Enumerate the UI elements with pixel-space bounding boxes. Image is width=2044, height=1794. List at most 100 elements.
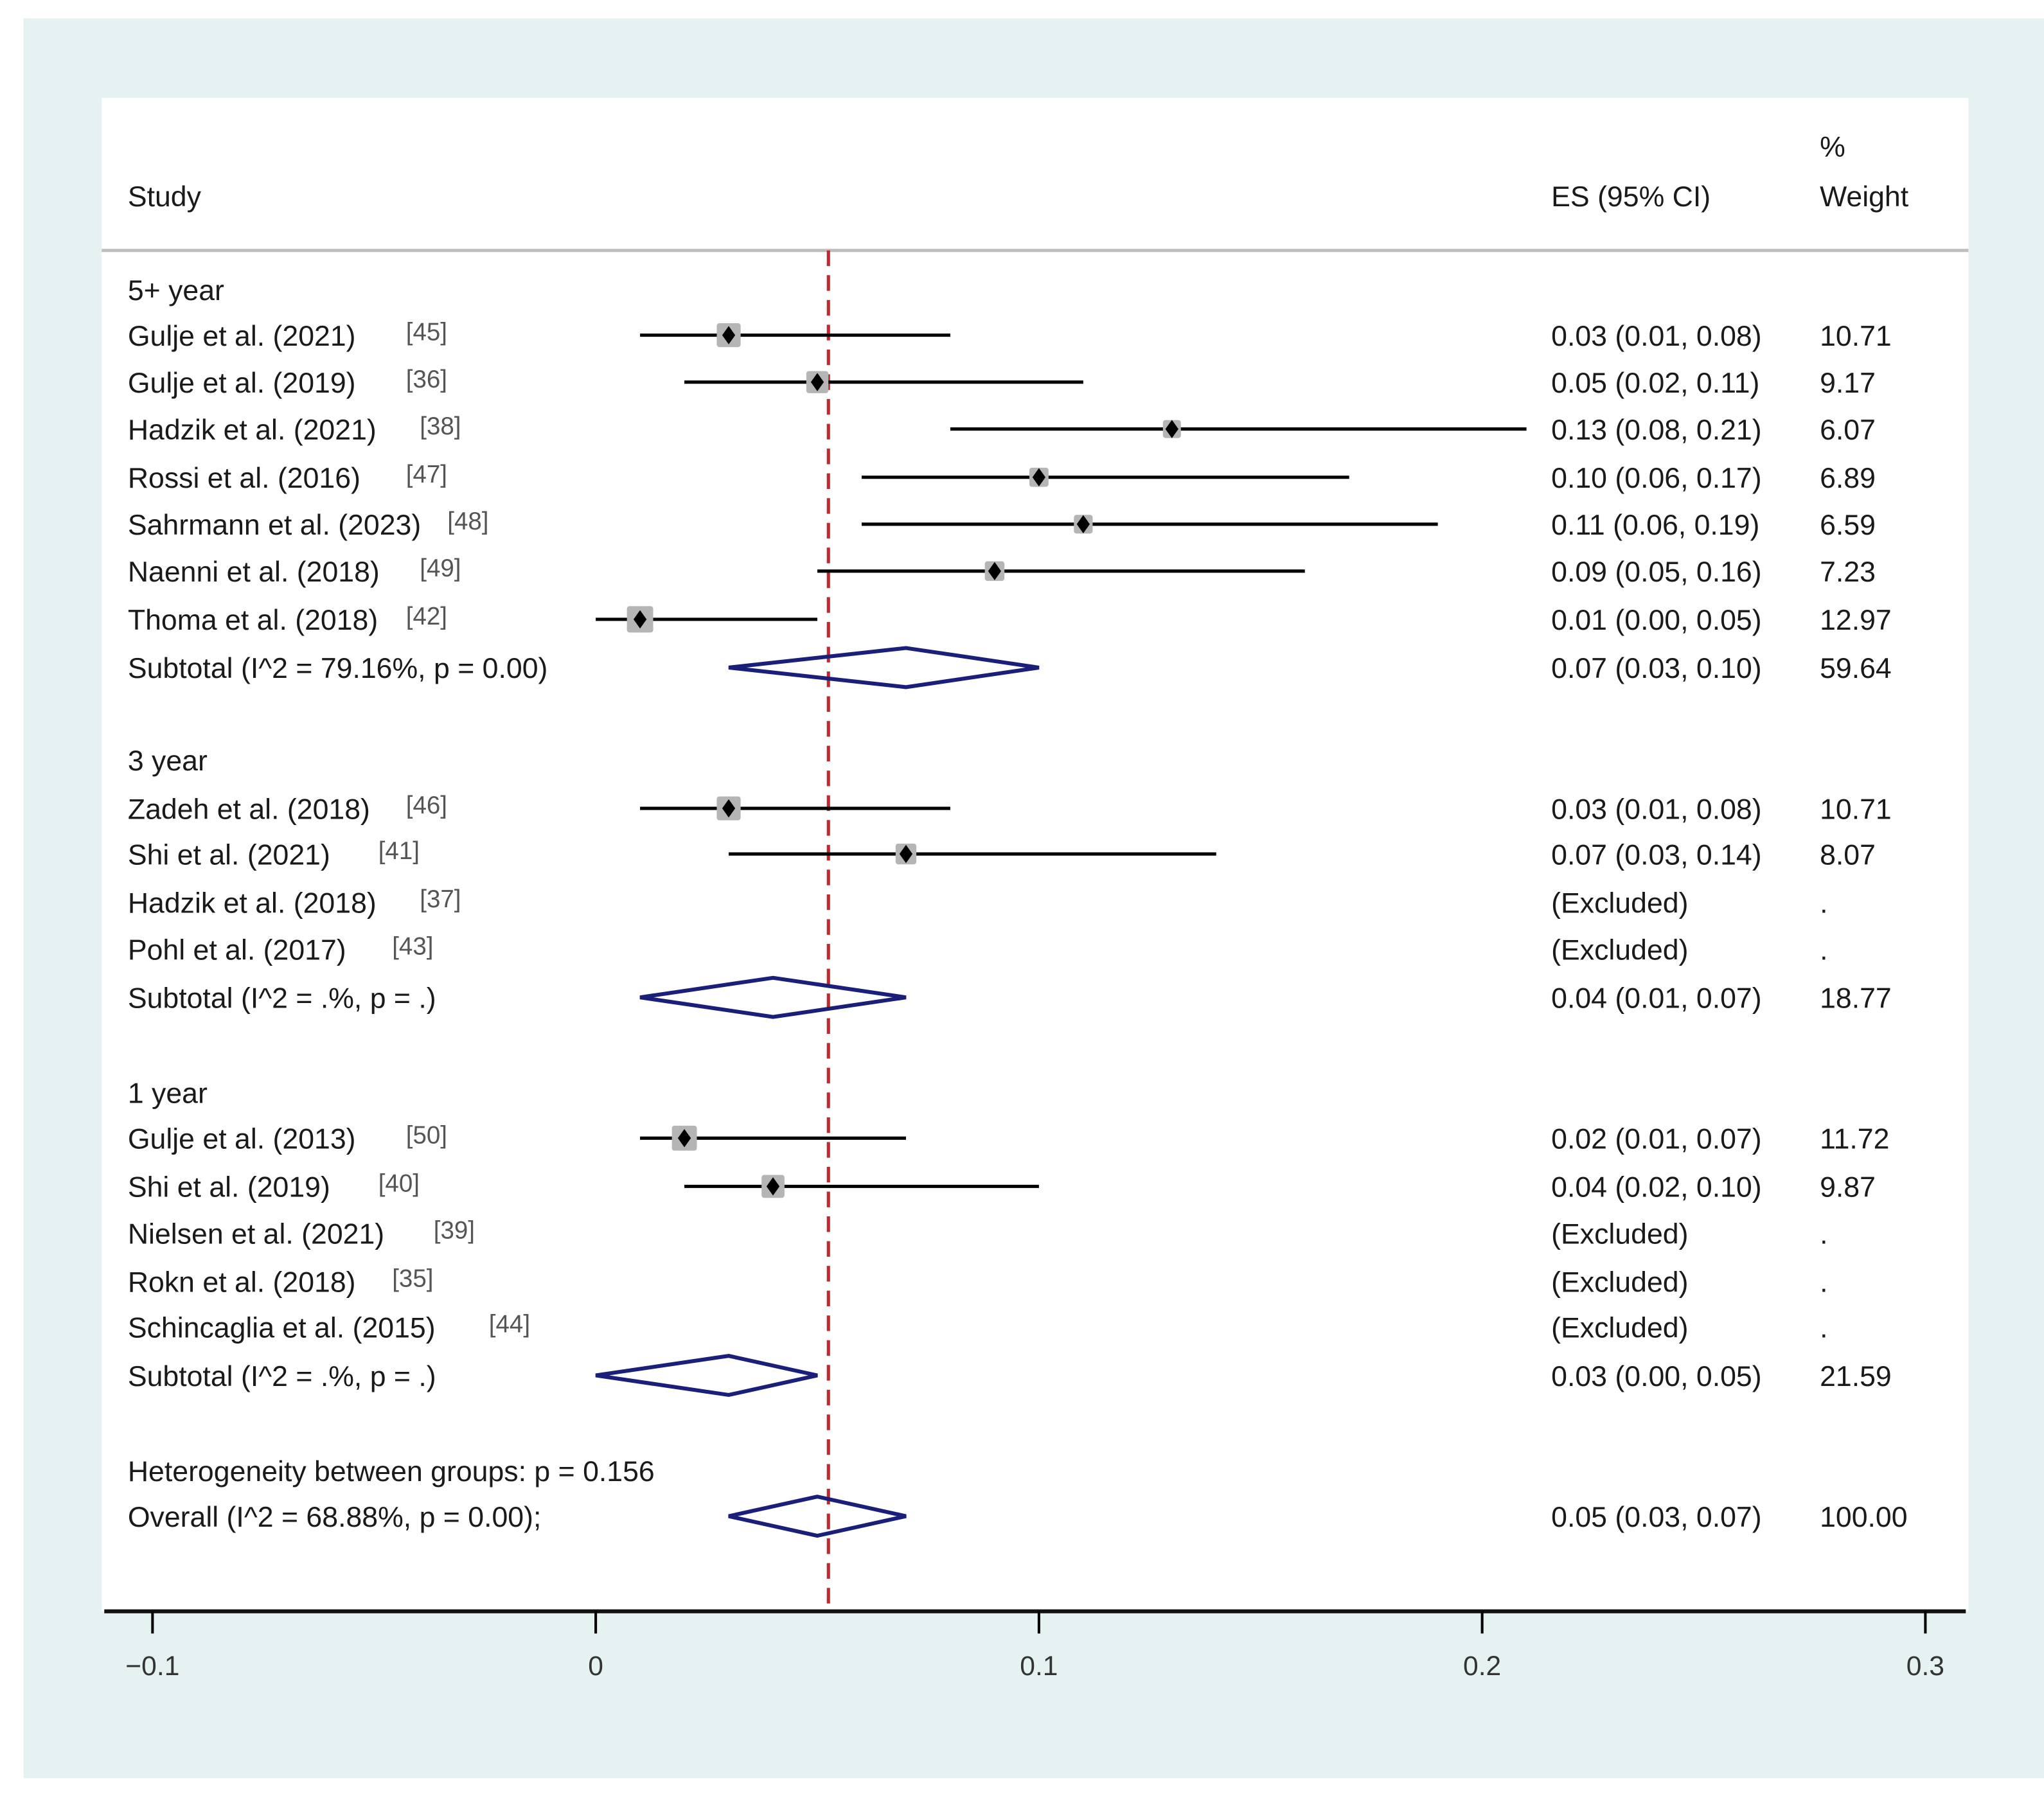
subtotal-diamond (595, 1354, 818, 1398)
study-reference: [49] (420, 555, 461, 582)
study-label: Schincaglia et al. (2015) (128, 1313, 436, 1344)
weight-value: 6.89 (1820, 463, 1876, 494)
es-value: 0.13 (0.08, 0.21) (1551, 414, 1761, 446)
subtotal-diamond (728, 646, 1040, 689)
forest-rows: 5+ year Gulje et al. (2021) [45] 0.03 (0.01… (128, 250, 1908, 1612)
weight-value: 11.72 (1820, 1124, 1889, 1155)
study-reference: [35] (392, 1265, 433, 1293)
study-label: Shi et al. (2021) (128, 839, 330, 871)
es-value: 0.05 (0.02, 0.11) (1551, 368, 1759, 399)
group-heading: 1 year (128, 1078, 208, 1110)
subtotal-label: Subtotal (I^2 = .%, p = .) (128, 982, 436, 1014)
x-axis-ticks: −0.1 0 0.1 0.2 0.3 (125, 1611, 1944, 1682)
es-value: (Excluded) (1551, 1219, 1688, 1250)
study-label: Rossi et al. (2016) (128, 463, 360, 494)
header-study: Study (128, 181, 202, 213)
point-estimate (810, 373, 824, 391)
group-heading: 3 year (128, 745, 208, 777)
subtotal-weight: 59.64 (1820, 653, 1892, 684)
header-weight: Weight (1820, 181, 1909, 213)
study-label: Pohl et al. (2017) (128, 934, 346, 966)
overall-weight: 100.00 (1820, 1502, 1908, 1533)
header-weight-top: % (1820, 132, 1845, 163)
study-reference: [44] (489, 1311, 530, 1338)
es-value: 0.11 (0.06, 0.19) (1551, 510, 1759, 541)
es-value: 0.07 (0.03, 0.14) (1551, 839, 1761, 871)
study-label: Thoma et al. (2018) (128, 605, 378, 636)
subtotal-label: Subtotal (I^2 = 79.16%, p = 0.00) (128, 653, 548, 684)
x-tick-label: 0.1 (1020, 1651, 1058, 1682)
weight-value: 10.71 (1820, 321, 1892, 352)
study-reference: [45] (406, 319, 447, 346)
point-estimate (1165, 420, 1178, 438)
study-label: Zadeh et al. (2018) (128, 794, 370, 825)
header-es: ES (95% CI) (1551, 181, 1711, 213)
es-value: 0.04 (0.02, 0.10) (1551, 1172, 1761, 1203)
subtotal-diamond (639, 975, 907, 1019)
es-value: 0.09 (0.05, 0.16) (1551, 556, 1761, 588)
weight-value: . (1820, 1313, 1827, 1344)
es-value: 0.02 (0.01, 0.07) (1551, 1124, 1761, 1155)
study-reference: [36] (406, 366, 447, 393)
weight-value: 6.59 (1820, 510, 1876, 541)
es-value: (Excluded) (1551, 1313, 1688, 1344)
weight-value: 9.87 (1820, 1172, 1876, 1203)
study-label: Gulje et al. (2013) (128, 1124, 356, 1155)
es-value: (Excluded) (1551, 1267, 1688, 1299)
subtotal-es: 0.07 (0.03, 0.10) (1551, 653, 1761, 684)
study-label: Shi et al. (2019) (128, 1172, 330, 1203)
study-label: Hadzik et al. (2021) (128, 414, 377, 446)
study-reference: [46] (406, 792, 447, 819)
heterogeneity-label: Heterogeneity between groups: p = 0.156 (128, 1456, 655, 1488)
study-label: Gulje et al. (2019) (128, 368, 356, 399)
weight-value: 9.17 (1820, 368, 1876, 399)
study-reference: [50] (406, 1121, 447, 1149)
x-tick-label: −0.1 (125, 1651, 179, 1682)
es-value: 0.10 (0.06, 0.17) (1551, 463, 1761, 494)
es-value: 0.03 (0.01, 0.08) (1551, 794, 1761, 825)
study-label: Naenni et al. (2018) (128, 556, 380, 588)
es-value: 0.03 (0.01, 0.08) (1551, 321, 1761, 352)
weight-value: . (1820, 1267, 1827, 1299)
study-reference: [39] (434, 1217, 475, 1245)
point-estimate (722, 799, 736, 818)
study-label: Nielsen et al. (2021) (128, 1219, 384, 1250)
subtotal-weight: 21.59 (1820, 1361, 1892, 1392)
point-estimate (988, 562, 1002, 581)
overall-label: Overall (I^2 = 68.88%, p = 0.00); (128, 1502, 542, 1533)
overall-es: 0.05 (0.03, 0.07) (1551, 1502, 1761, 1533)
weight-value: 7.23 (1820, 556, 1876, 588)
subtotal-weight: 18.77 (1820, 982, 1892, 1014)
x-tick-label: 0.3 (1906, 1651, 1944, 1682)
es-value: (Excluded) (1551, 887, 1688, 919)
point-estimate (899, 844, 913, 864)
study-reference: [42] (406, 603, 447, 630)
study-reference: [40] (378, 1169, 420, 1197)
es-value: 0.01 (0.00, 0.05) (1551, 605, 1761, 636)
point-estimate (1076, 515, 1090, 533)
weight-value: . (1820, 887, 1827, 919)
weight-value: 10.71 (1820, 794, 1892, 825)
study-reference: [38] (420, 413, 461, 440)
study-label: Rokn et al. (2018) (128, 1267, 356, 1299)
point-estimate (677, 1129, 691, 1148)
es-value: (Excluded) (1551, 934, 1688, 966)
subtotal-label: Subtotal (I^2 = .%, p = .) (128, 1361, 436, 1392)
study-reference: [48] (447, 508, 488, 535)
weight-value: . (1820, 1219, 1827, 1250)
study-label: Gulje et al. (2021) (128, 321, 356, 352)
x-tick-label: 0.2 (1463, 1651, 1501, 1682)
point-estimate (766, 1177, 780, 1196)
overall-diamond (728, 1495, 907, 1538)
weight-value: . (1820, 934, 1827, 966)
study-label: Sahrmann et al. (2023) (128, 510, 421, 541)
weight-value: 12.97 (1820, 605, 1892, 636)
study-reference: [37] (420, 885, 461, 913)
weight-value: 8.07 (1820, 839, 1876, 871)
study-reference: [41] (378, 837, 420, 865)
subtotal-es: 0.03 (0.00, 0.05) (1551, 1361, 1761, 1392)
study-label: Hadzik et al. (2018) (128, 887, 377, 919)
study-reference: [43] (392, 932, 433, 960)
group-heading: 5+ year (128, 275, 224, 306)
